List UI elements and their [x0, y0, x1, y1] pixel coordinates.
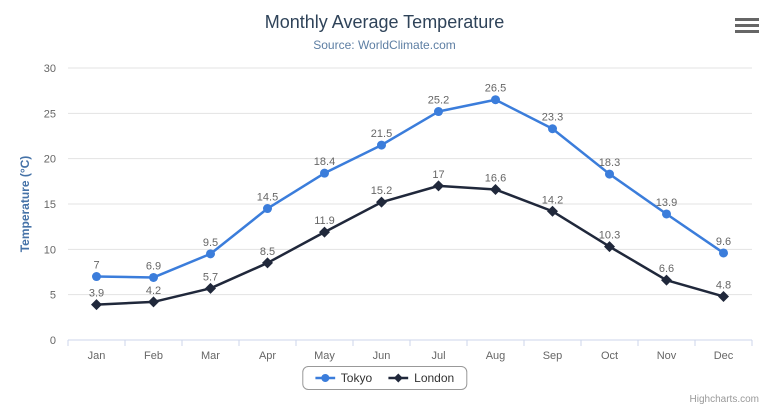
- data-point[interactable]: [548, 124, 557, 134]
- data-point[interactable]: [376, 196, 387, 208]
- data-point[interactable]: [206, 249, 215, 259]
- x-axis-tick-label: Jan: [88, 350, 106, 362]
- data-point[interactable]: [547, 205, 558, 217]
- data-label: 3.9: [89, 288, 104, 300]
- data-label: 15.2: [371, 185, 392, 197]
- x-axis-tick-label: Jun: [373, 350, 391, 362]
- data-label: 14.5: [257, 192, 278, 204]
- y-axis-tick-label: 30: [44, 63, 56, 75]
- data-label: 9.6: [716, 236, 731, 248]
- data-point[interactable]: [149, 272, 158, 282]
- x-axis-tick-label: Feb: [144, 350, 163, 362]
- chart-subtitle: Source: WorldClimate.com: [313, 38, 456, 52]
- y-axis-tick-label: 10: [44, 244, 56, 256]
- series-line: [95, 98, 725, 279]
- y-axis-tick-label: 15: [44, 199, 56, 211]
- data-point[interactable]: [490, 183, 501, 195]
- data-label: 23.3: [542, 112, 563, 124]
- data-label: 25.2: [428, 95, 449, 107]
- y-axis-tick-label: 25: [44, 108, 56, 120]
- hamburger-bar: [735, 23, 759, 27]
- data-label: 14.2: [542, 194, 563, 206]
- hamburger-bar: [735, 17, 759, 21]
- y-axis-tick-label: 5: [50, 290, 56, 302]
- data-point[interactable]: [205, 282, 216, 294]
- data-label: 7: [93, 260, 99, 272]
- data-point[interactable]: [320, 168, 329, 178]
- data-point[interactable]: [377, 140, 386, 150]
- hamburger-menu-icon[interactable]: [733, 13, 761, 37]
- tokyo-series-marker-icon: [314, 374, 335, 382]
- data-label: 4.8: [716, 279, 731, 291]
- data-label: 13.9: [656, 197, 677, 209]
- data-point[interactable]: [148, 296, 159, 308]
- data-point[interactable]: [263, 204, 272, 214]
- london-series-marker-icon: [388, 373, 409, 383]
- x-axis-tick-label: Aug: [486, 350, 506, 362]
- chart-title: Monthly Average Temperature: [264, 12, 505, 32]
- data-label: 4.2: [146, 285, 161, 297]
- highcharts-credits-link[interactable]: Highcharts.com: [689, 394, 759, 405]
- data-label: 17: [432, 169, 444, 181]
- data-label: 11.9: [314, 215, 335, 227]
- legend-item-tokyo[interactable]: Tokyo: [314, 371, 373, 385]
- data-point[interactable]: [661, 274, 672, 286]
- legend-item-london[interactable]: London: [388, 371, 454, 385]
- x-axis-tick-label: May: [314, 350, 335, 362]
- data-label: 5.7: [203, 271, 218, 283]
- data-point[interactable]: [718, 290, 729, 302]
- legend-label: London: [414, 371, 455, 385]
- data-point[interactable]: [262, 257, 273, 269]
- x-axis-tick-label: Sep: [543, 350, 563, 362]
- data-label: 9.5: [203, 237, 218, 249]
- x-axis-tick-label: Oct: [601, 350, 618, 362]
- y-axis-title: Temperature (°C): [18, 155, 32, 253]
- data-point[interactable]: [433, 180, 444, 192]
- series-line: [95, 184, 725, 306]
- data-point[interactable]: [91, 299, 102, 311]
- data-label: 8.5: [260, 246, 275, 258]
- data-label: 26.5: [485, 83, 506, 95]
- data-label: 21.5: [371, 128, 392, 140]
- data-point[interactable]: [434, 107, 443, 117]
- y-axis-tick-label: 20: [44, 154, 56, 166]
- y-axis-tick-label: 0: [50, 335, 56, 347]
- data-point[interactable]: [319, 226, 330, 238]
- data-label: 6.9: [146, 260, 161, 272]
- x-axis-tick-label: Apr: [259, 350, 276, 362]
- hamburger-bar: [735, 29, 759, 33]
- x-axis-tick-label: Mar: [201, 350, 220, 362]
- data-point[interactable]: [491, 95, 500, 105]
- legend-label: Tokyo: [340, 371, 373, 385]
- data-label: 6.6: [659, 263, 674, 275]
- legend: Tokyo London: [301, 366, 468, 390]
- data-point[interactable]: [92, 272, 101, 282]
- data-point[interactable]: [662, 209, 671, 219]
- data-label: 18.3: [599, 157, 620, 169]
- x-axis-tick-label: Jul: [431, 350, 445, 362]
- data-point[interactable]: [604, 241, 615, 253]
- x-axis-tick-label: Nov: [657, 350, 677, 362]
- data-point[interactable]: [719, 248, 728, 258]
- data-label: 18.4: [314, 156, 335, 168]
- data-label: 10.3: [599, 230, 620, 242]
- x-axis-tick-label: Dec: [714, 350, 734, 362]
- data-point[interactable]: [605, 169, 614, 179]
- data-label: 16.6: [485, 172, 506, 184]
